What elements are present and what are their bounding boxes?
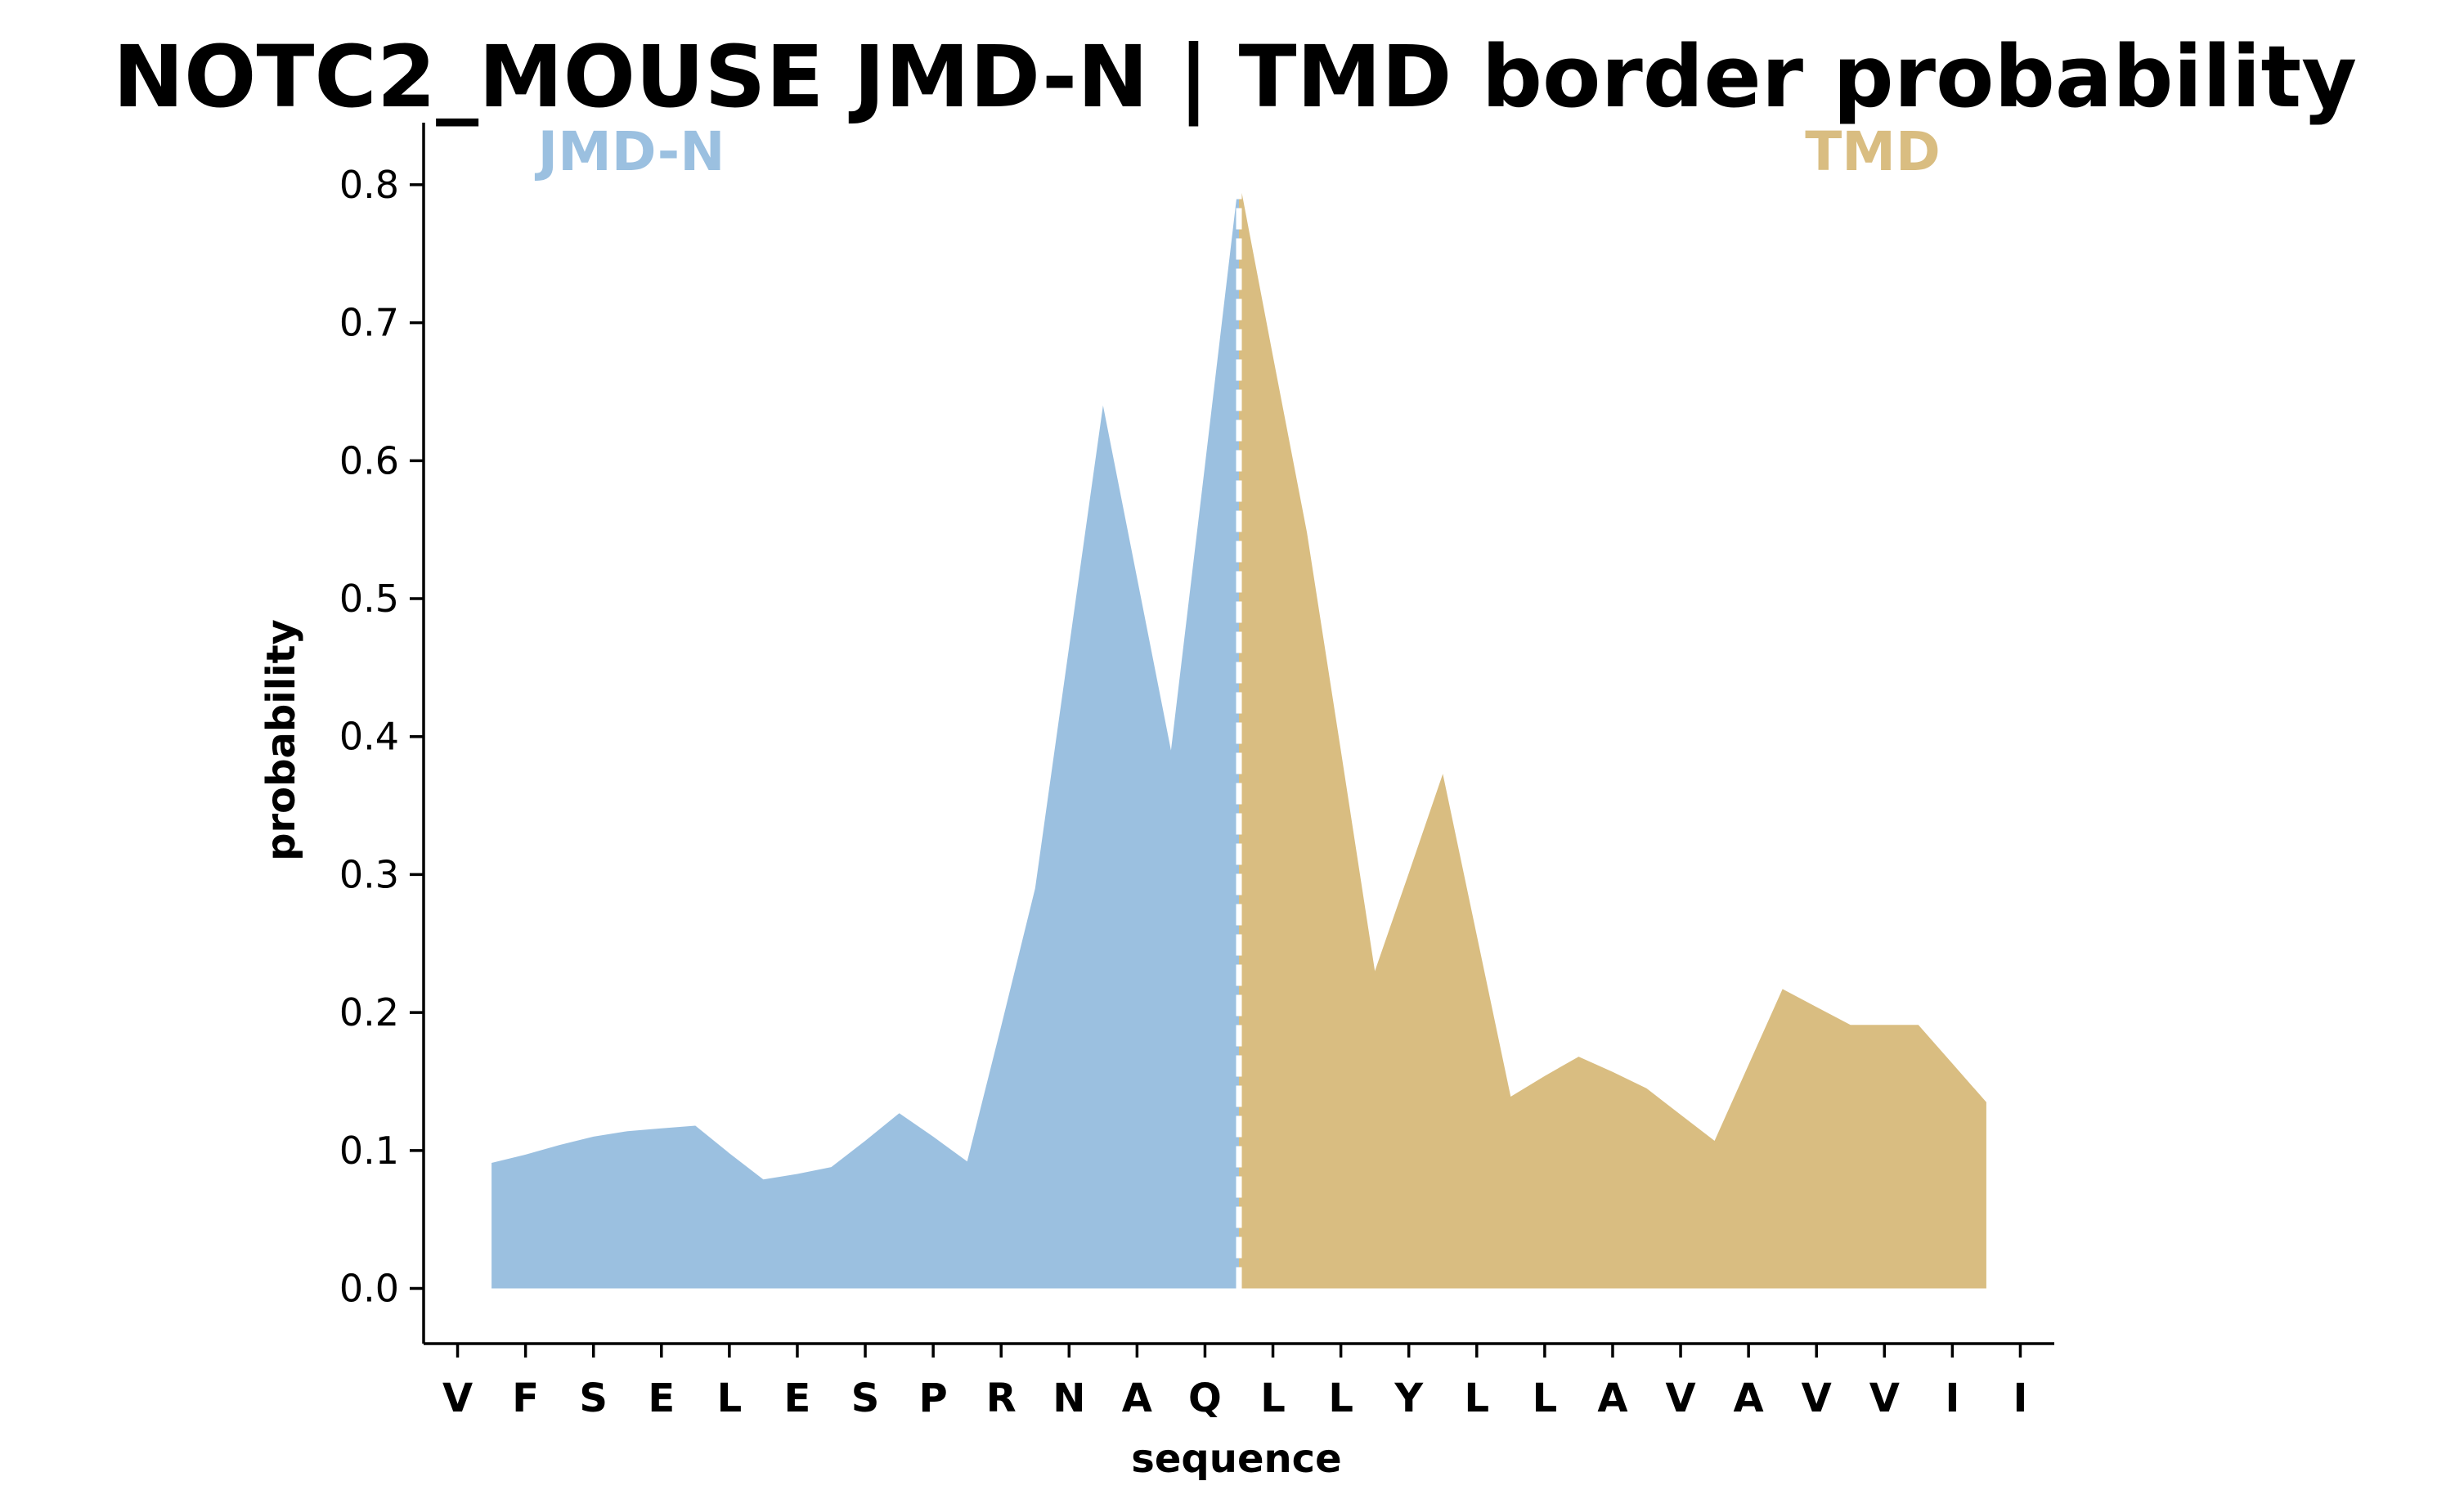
x-tick-label: E [784, 1376, 811, 1421]
x-tick-label: A [1597, 1376, 1627, 1421]
x-tick-label: Y [1394, 1376, 1424, 1421]
x-tick-label: S [851, 1376, 880, 1421]
y-axis-ticks: 0.0 0.1 0.2 0.3 0.4 0.5 0.6 0.7 0.8 [339, 163, 424, 1311]
x-tick-label: N [1052, 1376, 1085, 1421]
chart-title: NOTC2_MOUSE JMD-N | TMD border probabili… [113, 27, 2357, 127]
area-jmd-n [491, 177, 1239, 1289]
x-tick-label: L [717, 1376, 743, 1421]
x-tick-label: V [442, 1376, 473, 1421]
y-tick-label: 0.1 [339, 1129, 399, 1173]
y-tick-label: 0.6 [339, 438, 399, 482]
x-tick-label: I [2013, 1376, 2028, 1421]
y-tick-label: 0.2 [339, 990, 399, 1035]
x-tick-label: L [1328, 1376, 1353, 1421]
region-label-tmd: TMD [1805, 120, 1940, 183]
x-tick-label: A [1734, 1376, 1764, 1421]
y-tick-label: 0.7 [339, 301, 399, 345]
y-axis-label: probability [258, 619, 304, 861]
region-label-layer: JMD-N TMD [535, 120, 1941, 183]
x-tick-label: R [986, 1376, 1017, 1421]
region-label-jmd-n: JMD-N [535, 120, 725, 183]
x-tick-label: V [1665, 1376, 1695, 1421]
x-tick-label: L [1533, 1376, 1558, 1421]
area-tmd [1239, 177, 1986, 1289]
y-tick-label: 0.5 [339, 577, 399, 621]
x-tick-label: E [648, 1376, 675, 1421]
x-tick-label: Q [1188, 1376, 1222, 1421]
y-tick-label: 0.4 [339, 715, 399, 759]
x-tick-label: S [579, 1376, 608, 1421]
x-tick-label: A [1122, 1376, 1152, 1421]
y-tick-label: 0.8 [339, 163, 399, 207]
x-tick-label: P [919, 1376, 948, 1421]
axes [422, 123, 2054, 1345]
y-tick-label: 0.0 [339, 1267, 399, 1311]
x-axis-label: sequence [1131, 1436, 1341, 1482]
x-tick-label: V [1802, 1376, 1832, 1421]
x-tick-label: L [1464, 1376, 1489, 1421]
x-tick-label: L [1260, 1376, 1286, 1421]
x-tick-label: V [1869, 1376, 1900, 1421]
area-layer [491, 177, 1986, 1289]
x-tick-label: I [1945, 1376, 1959, 1421]
x-tick-label: F [512, 1376, 539, 1421]
y-tick-label: 0.3 [339, 852, 399, 896]
